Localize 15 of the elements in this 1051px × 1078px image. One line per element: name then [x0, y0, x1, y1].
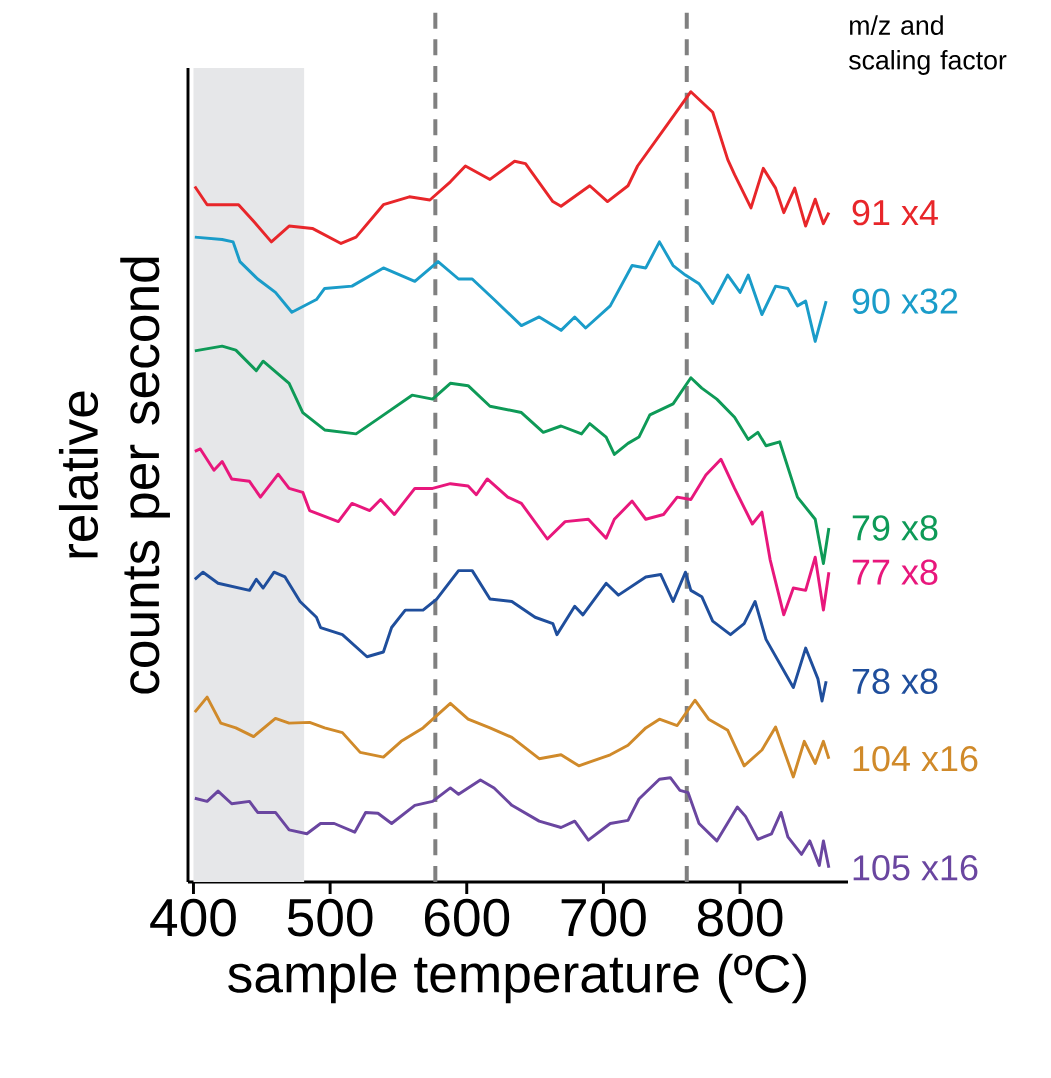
text: m/z and scaling factor — [849, 15, 1007, 75]
x-tick-label: 600 — [424, 898, 510, 937]
series-label: 104 x16 — [853, 745, 978, 772]
series-label: 79 x8 — [852, 515, 938, 541]
x-tick-label: 400 — [150, 898, 236, 937]
series-label: 77 x8 — [852, 559, 938, 585]
x-tick-label: 800 — [697, 898, 783, 937]
x-tick-label: 500 — [287, 898, 373, 937]
y-axis-title: relative counts per second — [58, 257, 170, 694]
x-tick-label: 700 — [561, 898, 646, 937]
series-label: 90 x32 — [852, 288, 958, 314]
series-label: 78 x8 — [852, 668, 938, 695]
x-axis-title: sample temperature (ºC) — [228, 953, 806, 1004]
series-label: 91 x4 — [852, 199, 938, 226]
series-label: 105 x16 — [853, 855, 978, 881]
